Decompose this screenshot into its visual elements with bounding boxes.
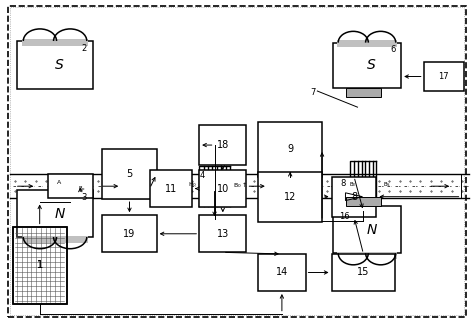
- Bar: [333, 43, 401, 88]
- Bar: [331, 254, 395, 291]
- Bar: [22, 39, 88, 46]
- Text: 3: 3: [81, 193, 86, 202]
- Text: B$_\mathrm{E}$: B$_\mathrm{E}$: [349, 180, 357, 189]
- Bar: [48, 174, 93, 198]
- Text: 10: 10: [217, 184, 229, 194]
- Bar: [17, 190, 93, 237]
- Bar: [17, 41, 93, 89]
- Text: N: N: [366, 223, 377, 237]
- Text: B$_\mathrm{p}$: B$_\mathrm{p}$: [78, 184, 86, 194]
- Text: H$_0$: H$_0$: [188, 180, 197, 189]
- Bar: [258, 122, 322, 177]
- Bar: [12, 226, 67, 304]
- Bar: [150, 170, 192, 207]
- Text: S: S: [367, 58, 376, 72]
- Text: 11: 11: [164, 184, 177, 194]
- Bar: [199, 215, 246, 252]
- Text: 7: 7: [310, 88, 315, 97]
- Bar: [258, 254, 306, 291]
- Bar: [337, 40, 397, 48]
- Bar: [258, 172, 322, 222]
- Text: 2: 2: [81, 44, 86, 53]
- Text: 18: 18: [217, 140, 229, 150]
- Bar: [424, 62, 464, 91]
- Bar: [12, 226, 67, 304]
- Text: 5: 5: [127, 169, 133, 179]
- Bar: [22, 236, 88, 243]
- Text: A: A: [57, 180, 61, 185]
- Text: S: S: [55, 58, 64, 72]
- Text: 14: 14: [276, 268, 288, 277]
- Text: 12: 12: [284, 192, 296, 202]
- Bar: [346, 197, 381, 206]
- Text: 1: 1: [36, 260, 43, 270]
- Text: 19: 19: [123, 229, 136, 239]
- Bar: [102, 215, 156, 252]
- Text: 13: 13: [217, 229, 229, 239]
- Bar: [346, 88, 381, 98]
- Bar: [333, 206, 401, 253]
- Bar: [331, 177, 376, 217]
- Text: 15: 15: [357, 268, 370, 277]
- Bar: [337, 252, 397, 259]
- Text: 8: 8: [351, 192, 357, 202]
- Text: 8: 8: [340, 179, 346, 188]
- Text: 1: 1: [36, 260, 43, 270]
- Text: B$_\mathrm{S}$: B$_\mathrm{S}$: [383, 180, 391, 189]
- Text: 9: 9: [287, 144, 293, 154]
- Bar: [199, 170, 246, 207]
- Text: 16: 16: [339, 212, 350, 221]
- Bar: [199, 125, 246, 165]
- Text: 4: 4: [200, 171, 205, 180]
- Text: B$_0\uparrow$: B$_0\uparrow$: [233, 179, 247, 190]
- Bar: [102, 149, 156, 199]
- Text: 6: 6: [390, 45, 396, 54]
- Text: 17: 17: [438, 72, 449, 81]
- Text: N: N: [55, 207, 65, 221]
